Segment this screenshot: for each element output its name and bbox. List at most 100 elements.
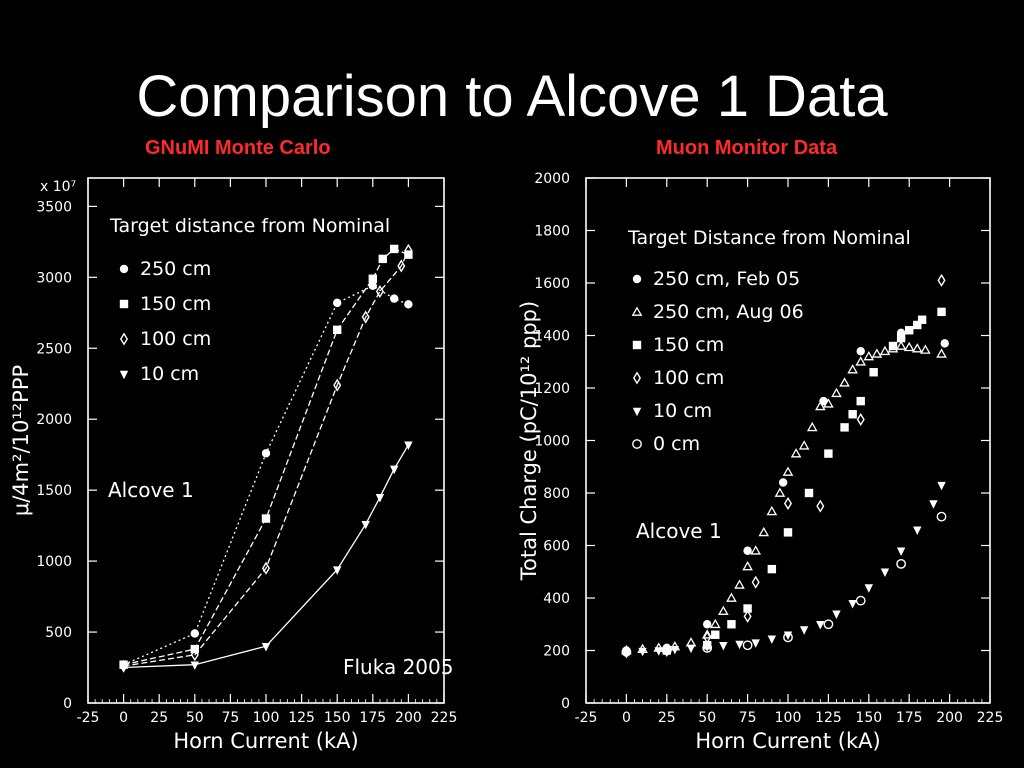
x-tick-label: 150 (855, 710, 882, 726)
data-point (638, 647, 647, 657)
annotation-alcove-1: Alcove 1 (636, 519, 722, 543)
data-point (855, 356, 867, 366)
x-tick-label: 50 (186, 710, 204, 726)
data-point (621, 646, 632, 657)
data-point (888, 341, 898, 351)
data-point (778, 478, 788, 487)
x-tick-label: 75 (221, 710, 239, 726)
legend-marker (632, 371, 642, 385)
data-point (333, 566, 342, 575)
data-point (767, 635, 777, 644)
data-point (911, 343, 923, 353)
data-point (863, 350, 875, 361)
data-point (654, 647, 663, 656)
left-panel-title: GNuMI Monte Carlo (145, 137, 331, 159)
x-tick-label: -25 (575, 710, 598, 726)
y-tick-label: 600 (543, 539, 570, 555)
fit-curve (123, 248, 409, 666)
data-point (917, 315, 927, 324)
series-150-cm (662, 307, 946, 655)
data-point (856, 412, 865, 427)
x-tick-label: 175 (359, 710, 386, 726)
data-point (261, 561, 271, 575)
y-tick-label: 400 (543, 591, 570, 607)
data-point (831, 387, 842, 398)
x-tick-label: 225 (977, 710, 1004, 726)
plot-frame (585, 177, 991, 704)
y-tick-label: 1000 (534, 434, 570, 450)
data-point (766, 505, 778, 516)
data-point (798, 440, 810, 450)
data-point (905, 326, 914, 335)
slide-title: Comparison to Alcove 1 Data (136, 64, 888, 129)
legend-marker (119, 332, 129, 346)
legend-marker (632, 274, 642, 284)
chart-1: -25 0 25 50 75 100 125 150 175 200 225 0 500 1000 1500… (9, 177, 457, 753)
data-point (816, 621, 825, 630)
y-axis-title: Total Charge (pC/10¹² ppp) (517, 301, 541, 581)
legend-label-150-cm: 150 cm (653, 334, 724, 356)
data-point (903, 341, 915, 352)
legend-marker (632, 340, 642, 350)
annotation-alcove-1: Alcove 1 (108, 478, 194, 502)
y-tick-label: 3000 (36, 270, 72, 286)
data-point (804, 488, 814, 498)
data-point (751, 575, 760, 589)
data-point (622, 648, 631, 658)
data-point (190, 648, 199, 662)
data-point (896, 547, 906, 556)
legend-marker (119, 370, 129, 380)
annotation-fluka-2005: Fluka 2005 (343, 655, 453, 679)
data-point (333, 325, 342, 335)
data-point (937, 307, 946, 317)
x-tick-label: -25 (77, 710, 100, 726)
x-axis-title: Horn Current (kA) (695, 729, 880, 753)
data-point (758, 526, 770, 537)
data-point (832, 610, 841, 619)
data-point (871, 348, 883, 358)
data-point (743, 609, 752, 623)
data-point (848, 410, 857, 419)
data-point (751, 639, 760, 648)
data-point (261, 643, 271, 652)
legend-label-10-cm: 10 cm (653, 400, 712, 422)
data-point (920, 344, 931, 354)
legend-label-10-cm: 10 cm (140, 363, 199, 385)
data-point (840, 423, 849, 432)
data-point (703, 630, 712, 644)
data-point (864, 584, 873, 593)
series-10-cm (119, 441, 413, 673)
data-point (879, 345, 891, 356)
data-point (816, 499, 825, 513)
x-tick-label: 200 (936, 710, 963, 726)
data-point (806, 421, 818, 432)
data-point (404, 300, 413, 309)
fit-curve (123, 444, 409, 669)
data-point (799, 626, 809, 635)
y-multiplier: x 10⁷ (40, 179, 76, 195)
fit-curve (123, 250, 409, 667)
data-point (936, 511, 947, 522)
data-point (703, 643, 712, 652)
data-point (897, 328, 906, 343)
y-tick-label: 1600 (534, 276, 570, 292)
data-point (783, 528, 793, 537)
data-point (940, 339, 949, 348)
x-axis-title: Horn Current (kA) (173, 729, 358, 753)
x-tick-label: 25 (658, 710, 676, 726)
data-point (782, 466, 794, 476)
x-tick-label: 125 (815, 710, 842, 726)
data-point (896, 333, 906, 343)
legend-label-250-cm-aug-06: 250 cm, Aug 06 (653, 301, 804, 323)
legend-label-150-cm: 150 cm (140, 293, 211, 315)
data-point (783, 496, 793, 511)
data-point (929, 500, 938, 509)
data-point (368, 281, 377, 291)
data-point (261, 514, 271, 523)
data-point (895, 340, 907, 350)
data-point (119, 664, 128, 673)
data-point (389, 244, 399, 254)
x-tick-label: 100 (253, 710, 280, 726)
data-point (261, 449, 271, 458)
